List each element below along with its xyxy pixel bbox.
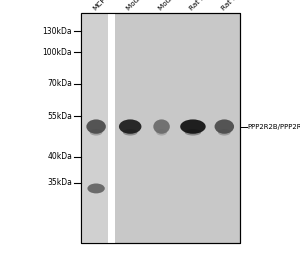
Bar	[81, 13, 240, 243]
Ellipse shape	[87, 183, 105, 193]
Ellipse shape	[214, 120, 234, 134]
Ellipse shape	[185, 129, 201, 135]
Ellipse shape	[156, 129, 167, 135]
Text: 55kDa: 55kDa	[47, 112, 72, 121]
Text: Rat testis: Rat testis	[220, 0, 248, 12]
Text: 130kDa: 130kDa	[42, 27, 72, 36]
Ellipse shape	[90, 129, 102, 135]
Text: Mouse testis: Mouse testis	[157, 0, 194, 12]
Text: MCF7: MCF7	[92, 0, 110, 12]
Text: PPP2R2B/PPP2R2C: PPP2R2B/PPP2R2C	[248, 124, 300, 129]
Text: 40kDa: 40kDa	[47, 152, 72, 161]
Text: Rat brain: Rat brain	[189, 0, 216, 12]
Text: 70kDa: 70kDa	[47, 79, 72, 88]
Ellipse shape	[180, 120, 206, 134]
Text: 100kDa: 100kDa	[42, 48, 72, 57]
Bar	[81, 13, 240, 243]
Text: Mouse brain: Mouse brain	[126, 0, 161, 12]
Ellipse shape	[218, 129, 231, 135]
Ellipse shape	[119, 120, 141, 134]
Ellipse shape	[123, 129, 137, 135]
Ellipse shape	[153, 120, 170, 134]
Text: 35kDa: 35kDa	[47, 178, 72, 187]
Ellipse shape	[86, 120, 106, 134]
Bar	[81, 13, 108, 243]
Bar	[108, 13, 115, 243]
